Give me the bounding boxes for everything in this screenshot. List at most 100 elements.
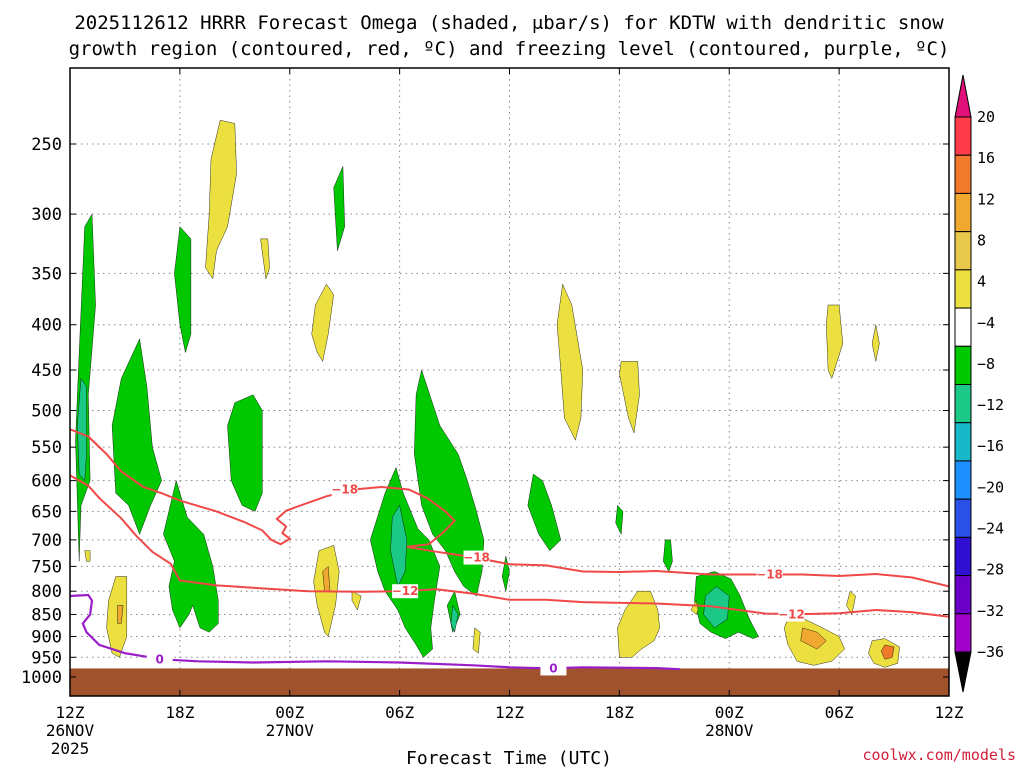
site-credit: coolwx.com/models [862, 746, 1016, 764]
y-tick-label: 400 [31, 316, 62, 336]
y-tick-label: 900 [31, 627, 62, 647]
y-tick-label: 350 [31, 264, 62, 284]
colorbar-label: 4 [977, 273, 986, 291]
colorbar-swatch [954, 536, 972, 577]
y-tick-label: 600 [31, 472, 62, 492]
colorbar-swatch [954, 460, 972, 500]
contour-label-bg [756, 567, 783, 582]
contour-label: −18 [756, 568, 783, 582]
omega-region-positive [617, 591, 660, 658]
contour-label-bg [331, 482, 358, 497]
omega-region-negative [163, 479, 219, 633]
y-tick-label: 500 [31, 402, 62, 422]
colorbar-label: −32 [977, 602, 1004, 620]
x-tick-label: 12Z [495, 703, 524, 722]
x-tick-label: 12Z [935, 703, 964, 722]
y-tick-label: 550 [31, 438, 62, 458]
contour-label: −18 [463, 551, 490, 565]
colorbar-label: −16 [977, 437, 1004, 455]
colorbar: 20 16 12 8 4 −4 −8 −12 −16 −20 −24 −28 −32 −36 [954, 74, 1004, 693]
colorbar-swatch [954, 269, 972, 309]
colorbar-label: −28 [977, 561, 1004, 579]
y-tick-label: 250 [31, 135, 62, 155]
colorbar-swatch [954, 154, 972, 194]
colorbar-swatch [954, 192, 972, 233]
x-tick-label: 18Z [605, 703, 634, 722]
omega-region-negative [663, 539, 673, 572]
omega-region-positive [880, 644, 895, 660]
omega-shading [75, 119, 900, 668]
x-tick-date: 28NOV [705, 721, 754, 740]
y-tick-label: 300 [31, 205, 62, 225]
colorbar-label: 16 [977, 149, 995, 167]
x-tick-date: 26NOV [46, 721, 95, 740]
x-tick-label: 12Z [56, 703, 85, 722]
colorbar-swatch [954, 422, 972, 462]
colorbar-label: −12 [977, 396, 1004, 414]
omega-region-positive [205, 119, 237, 280]
omega-region-positive [311, 283, 334, 362]
x-tick-date: 27NOV [266, 721, 315, 740]
omega-region-positive [800, 627, 827, 650]
omega-region-negative [333, 166, 345, 251]
contour-label: 0 [156, 652, 164, 666]
colorbar-swatch [954, 116, 972, 156]
freezing-level-contour [70, 593, 680, 671]
temperature-contours: −12 −18 −18 −18 −12 0 0 [70, 428, 949, 676]
colorbar-swatch [954, 384, 972, 424]
chart-title-line2: growth region (contoured, red, ºC) and f… [69, 38, 950, 60]
x-tick-label: 06Z [385, 703, 414, 722]
contour-label: 0 [549, 661, 557, 675]
dgz-contour [70, 428, 949, 588]
omega-region-negative [450, 604, 459, 633]
omega-region-negative [77, 377, 87, 482]
contour-label-bg [146, 652, 173, 667]
colorbar-swatch [954, 307, 972, 347]
chart-title-line1: 2025112612 HRRR Forecast Omega (shaded, … [74, 12, 944, 34]
y-tick-label: 750 [31, 557, 62, 577]
omega-region-positive [826, 304, 844, 379]
colorbar-top-arrow [954, 74, 972, 118]
colorbar-label: −36 [977, 643, 1004, 661]
x-tick-label: 00Z [715, 703, 744, 722]
y-tick-label: 450 [31, 361, 62, 381]
x-axis-title: Forecast Time (UTC) [406, 748, 612, 768]
omega-region-positive [84, 550, 91, 562]
colorbar-swatch [954, 498, 972, 538]
y-tick-label: 650 [31, 502, 62, 522]
x-tick-label: 18Z [165, 703, 194, 722]
contour-label-bg [463, 550, 490, 565]
colorbar-label: 12 [977, 190, 995, 208]
y-tick-label: 1000 [21, 668, 62, 688]
omega-region-positive [106, 576, 127, 658]
omega-region-positive [690, 600, 699, 615]
contour-label: −12 [392, 584, 419, 598]
omega-region-negative [227, 394, 263, 512]
colorbar-swatch [954, 575, 972, 615]
contour-label-bg [540, 661, 567, 676]
colorbar-label: 8 [977, 231, 986, 249]
colorbar-label: −24 [977, 520, 1004, 538]
contour-label-bg [778, 607, 805, 622]
omega-region-positive [472, 627, 481, 654]
omega-region-positive [351, 590, 362, 611]
y-tick-label: 800 [31, 582, 62, 602]
colorbar-swatch [954, 613, 972, 653]
colorbar-label: −4 [977, 314, 995, 332]
y-axis: 2503003504004505005506006507007508008509… [21, 135, 949, 688]
colorbar-label: −20 [977, 478, 1004, 496]
omega-region-negative [527, 473, 562, 552]
y-tick-label: 700 [31, 531, 62, 551]
contour-label-bg [392, 584, 419, 599]
contour-label: −12 [778, 608, 805, 622]
omega-region-positive [871, 324, 880, 362]
colorbar-swatch [954, 231, 972, 271]
x-tick-label: 00Z [275, 703, 304, 722]
omega-region-positive [556, 283, 584, 441]
colorbar-swatch [954, 345, 972, 385]
omega-region-negative [174, 226, 192, 353]
x-tick-year: 2025 [51, 739, 90, 758]
omega-region-negative [615, 504, 624, 536]
